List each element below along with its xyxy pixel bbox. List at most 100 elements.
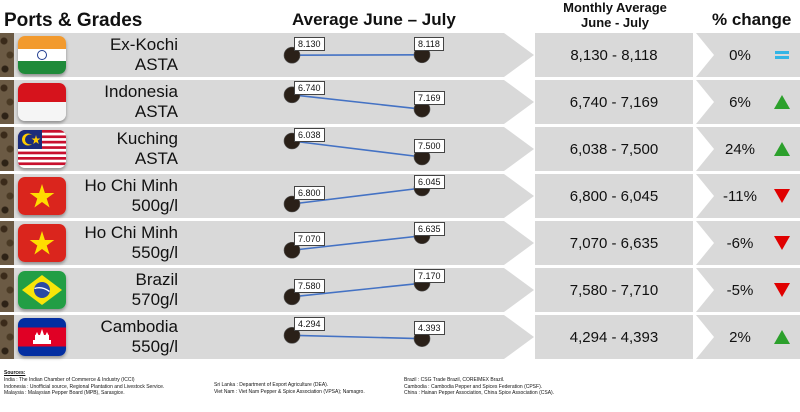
row-band xyxy=(14,33,534,77)
port-name: Ho Chi Minh xyxy=(84,223,178,242)
june-value-label: 6.740 xyxy=(294,81,325,95)
trend-line xyxy=(291,234,423,252)
june-value-label: 7.070 xyxy=(294,232,325,247)
sources-col-2: Sri Lanka : Department of Export Agricul… xyxy=(214,382,365,395)
port-name: Kuching xyxy=(116,129,178,148)
port-name: Indonesia xyxy=(104,82,178,101)
sources-col-1: India : The Indian Chamber of Commerce &… xyxy=(4,377,164,397)
june-value-label: 8.130 xyxy=(294,37,325,52)
port-name: Cambodia xyxy=(100,317,179,336)
port-grade-label: Brazil 570g/l xyxy=(70,270,178,310)
malaysia-flag xyxy=(18,130,66,168)
pct-change-value: 2% xyxy=(729,328,751,346)
up-arrow-icon xyxy=(774,95,790,109)
price-row: Indonesia ASTA 6.740 7.169 6,740 - 7,169 6% xyxy=(0,80,800,124)
peppercorn-strip xyxy=(0,221,14,265)
june-point xyxy=(283,327,301,344)
pct-change-value: -6% xyxy=(726,234,754,252)
price-row: Ho Chi Minh 550g/l 7.070 6.635 7,070 - 6,635… xyxy=(0,221,800,265)
source-item: China : Hainan Pepper Association, China… xyxy=(404,390,555,396)
up-arrow-icon xyxy=(774,142,790,156)
july-value-label: 4.393 xyxy=(414,320,445,335)
trend-line xyxy=(291,282,423,298)
brazil-flag xyxy=(18,271,66,309)
pct-change-value: 0% xyxy=(729,46,751,64)
trend-line xyxy=(291,94,423,110)
row-band xyxy=(14,80,534,124)
source-item: Indonesia : Unofficial source, Regional … xyxy=(4,383,165,390)
grade-name: 550g/l xyxy=(131,337,178,356)
peppercorn-strip xyxy=(0,268,14,312)
monthly-average: 7,580 - 7,710 xyxy=(535,268,693,312)
sources-title: Sources: xyxy=(4,370,26,376)
port-grade-label: Ho Chi Minh 500g/l xyxy=(70,176,178,216)
trend-line xyxy=(291,334,423,340)
july-value-label: 7.500 xyxy=(414,139,445,153)
port-grade-label: Ex-Kochi ASTA xyxy=(70,35,178,75)
peppercorn-strip xyxy=(0,315,14,359)
monthly-average: 7,070 - 6,635 xyxy=(535,221,693,265)
grade-name: 500g/l xyxy=(131,196,178,215)
july-value-label: 6.635 xyxy=(414,222,445,236)
june-value-label: 7.580 xyxy=(294,278,325,293)
source-item: Cambodia : Cambodia Pepper and Spices Fe… xyxy=(404,383,543,390)
grade-name: 570g/l xyxy=(131,290,178,309)
june-point xyxy=(283,195,301,213)
sources-footer: Sources: India : The Indian Chamber of C… xyxy=(4,370,800,396)
price-row: Ho Chi Minh 500g/l 6.800 6.045 6,800 - 6,045… xyxy=(0,174,800,218)
trend-line xyxy=(291,187,423,205)
monthly-average: 6,038 - 7,500 xyxy=(535,127,693,171)
june-point xyxy=(283,288,301,306)
indonesia-flag xyxy=(18,83,66,121)
price-row: Brazil 570g/l 7.580 7.170 7,580 - 7,710 -5% xyxy=(0,268,800,312)
sources-col-3: Brazil : CSG Trade Brazil, COREIMEX Braz… xyxy=(404,377,554,397)
row-band xyxy=(14,127,534,171)
port-grade-label: Cambodia 550g/l xyxy=(70,317,179,357)
ports-grades-header: Ports & Grades xyxy=(4,10,143,31)
peppercorn-strip xyxy=(0,127,14,171)
grade-name: ASTA xyxy=(134,55,178,74)
pct-change-value: -5% xyxy=(726,281,754,299)
source-item: Sri Lanka : Department of Export Agricul… xyxy=(214,382,329,388)
june-point xyxy=(283,46,301,64)
june-point xyxy=(283,241,301,259)
trend-line xyxy=(291,140,423,158)
up-arrow-icon xyxy=(774,330,790,344)
mini-chart: 4.294 4.393 xyxy=(280,315,445,359)
average-title: Average June – July xyxy=(292,10,456,29)
port-grade-label: Indonesia ASTA xyxy=(70,82,178,122)
july-value-label: 7.169 xyxy=(414,91,445,106)
price-row: Ex-Kochi ASTA 8.130 8.118 8,130 - 8,118 0% xyxy=(0,33,800,77)
vietnam-flag xyxy=(18,224,66,262)
june-value-label: 4.294 xyxy=(294,317,325,332)
equal-icon xyxy=(774,48,790,62)
june-value-label: 6.800 xyxy=(294,186,325,200)
down-arrow-icon xyxy=(774,283,790,297)
cambodia-flag xyxy=(18,318,66,356)
peppercorn-strip xyxy=(0,174,14,218)
pct-change-value: 6% xyxy=(729,93,751,111)
india-flag xyxy=(18,36,66,74)
mini-chart: 7.070 6.635 xyxy=(280,221,445,265)
grade-name: ASTA xyxy=(134,149,178,168)
mini-chart: 7.580 7.170 xyxy=(280,268,445,312)
july-value-label: 7.170 xyxy=(414,269,445,283)
monthly-average: 6,740 - 7,169 xyxy=(535,80,693,124)
mini-chart: 6.038 7.500 xyxy=(280,127,445,171)
row-band xyxy=(14,315,534,359)
monthly-average: 4,294 - 4,393 xyxy=(535,315,693,359)
port-grade-label: Ho Chi Minh 550g/l xyxy=(70,223,178,263)
monthly-average: 6,800 - 6,045 xyxy=(535,174,693,218)
monthly-header-line1: Monthly Average xyxy=(563,0,667,15)
port-name: Ex-Kochi xyxy=(109,35,178,54)
vietnam-flag xyxy=(18,177,66,215)
source-item: India : The Indian Chamber of Commerce &… xyxy=(4,377,135,383)
pct-change-value: -11% xyxy=(723,187,757,205)
port-name: Brazil xyxy=(135,270,178,289)
peppercorn-strip xyxy=(0,80,14,124)
row-band xyxy=(14,174,534,218)
source-item: Brazil : CSG Trade Brazil, COREIMEX Braz… xyxy=(404,377,505,383)
monthly-average: 8,130 - 8,118 xyxy=(535,33,693,77)
price-row: Cambodia 550g/l 4.294 4.393 4,294 - 4,393 2% xyxy=(0,315,800,359)
mini-chart: 6.800 6.045 xyxy=(280,174,445,218)
